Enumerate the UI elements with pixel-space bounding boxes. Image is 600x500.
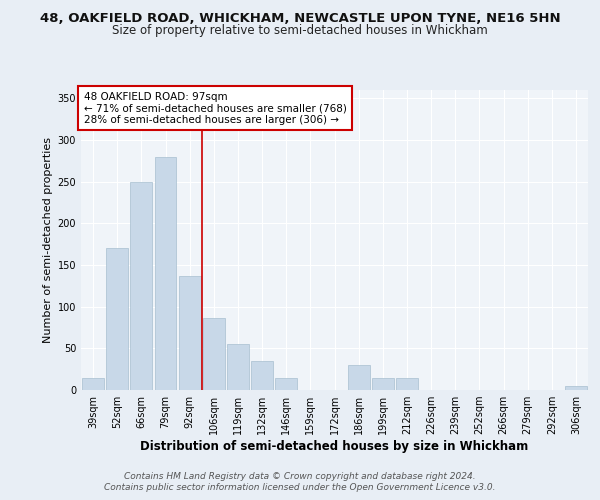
Bar: [130, 182, 152, 390]
Text: 48 OAKFIELD ROAD: 97sqm
← 71% of semi-detached houses are smaller (768)
28% of s: 48 OAKFIELD ROAD: 97sqm ← 71% of semi-de…: [83, 92, 346, 124]
X-axis label: Distribution of semi-detached houses by size in Whickham: Distribution of semi-detached houses by …: [140, 440, 529, 453]
Bar: [82, 378, 104, 390]
Bar: [565, 386, 587, 390]
Bar: [227, 344, 249, 390]
Text: Size of property relative to semi-detached houses in Whickham: Size of property relative to semi-detach…: [112, 24, 488, 37]
Text: Contains HM Land Registry data © Crown copyright and database right 2024.
Contai: Contains HM Land Registry data © Crown c…: [104, 472, 496, 492]
Bar: [155, 156, 176, 390]
Bar: [203, 318, 224, 390]
Bar: [251, 361, 273, 390]
Bar: [372, 378, 394, 390]
Bar: [179, 276, 200, 390]
Bar: [275, 378, 297, 390]
Bar: [396, 378, 418, 390]
Bar: [106, 248, 128, 390]
Text: 48, OAKFIELD ROAD, WHICKHAM, NEWCASTLE UPON TYNE, NE16 5HN: 48, OAKFIELD ROAD, WHICKHAM, NEWCASTLE U…: [40, 12, 560, 26]
Y-axis label: Number of semi-detached properties: Number of semi-detached properties: [43, 137, 53, 343]
Bar: [348, 365, 370, 390]
